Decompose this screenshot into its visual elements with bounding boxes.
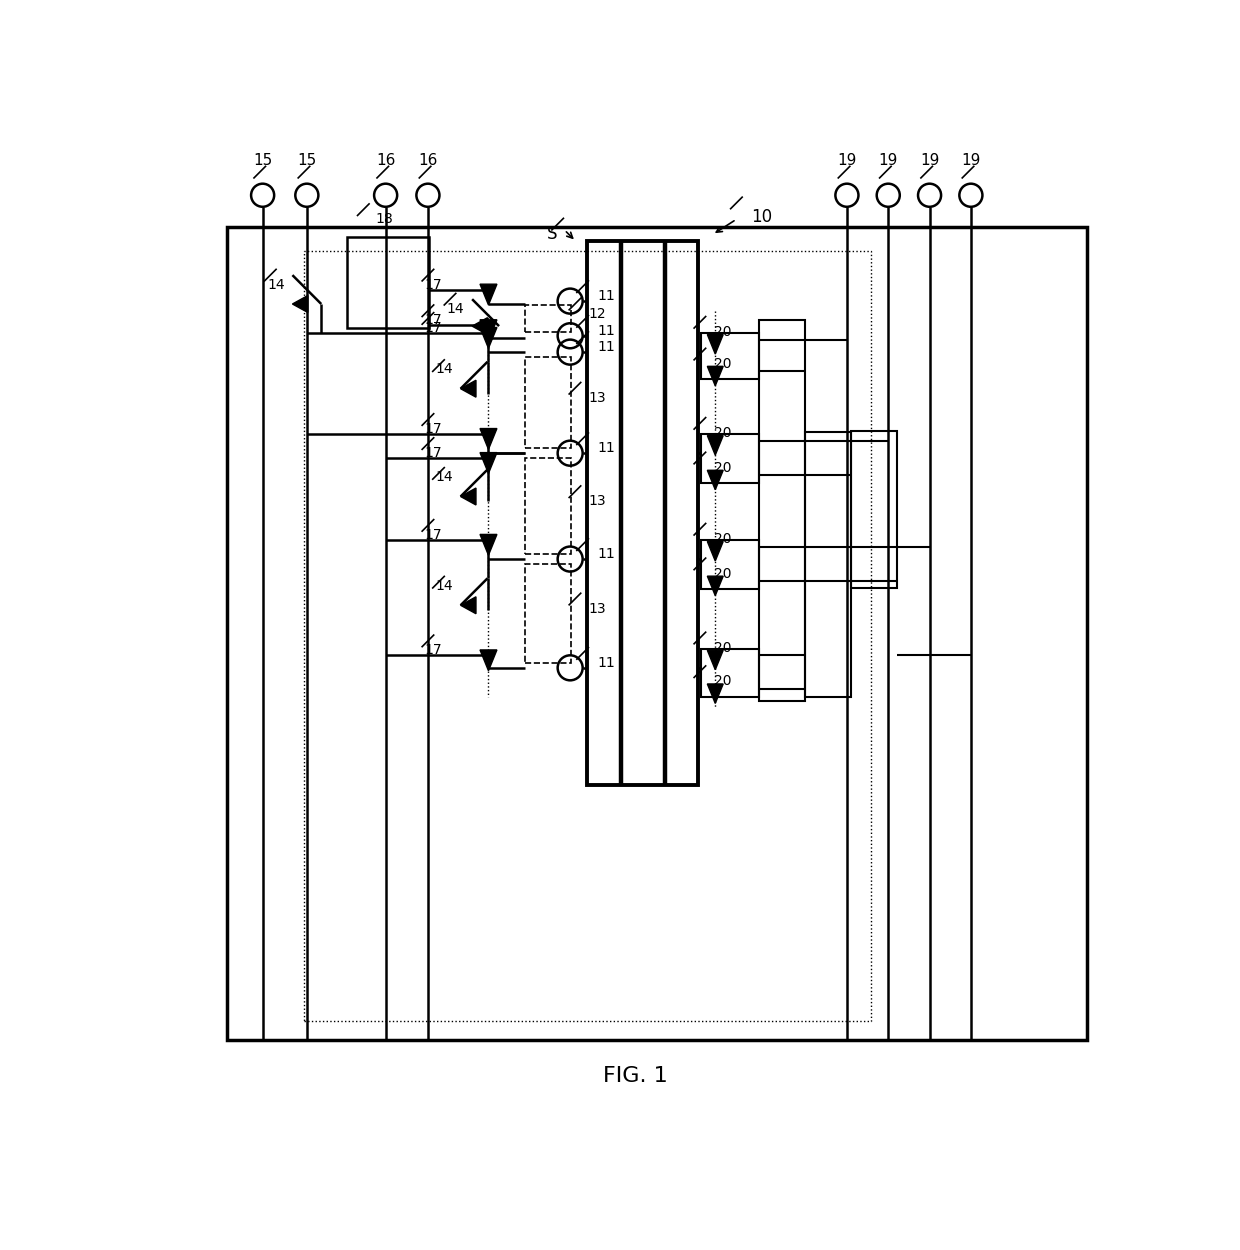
Text: 19: 19 [837, 152, 857, 168]
Text: 20: 20 [714, 356, 732, 371]
Polygon shape [707, 335, 723, 354]
Text: 17: 17 [425, 321, 443, 335]
Bar [701, 332, 759, 379]
Polygon shape [707, 470, 723, 490]
Bar [701, 540, 759, 589]
Text: 17: 17 [425, 422, 443, 436]
Bar [304, 251, 870, 1021]
Polygon shape [480, 429, 497, 449]
Text: 15: 15 [253, 152, 273, 168]
Text: 20: 20 [714, 531, 732, 546]
Polygon shape [480, 320, 497, 340]
Polygon shape [707, 366, 723, 386]
Text: 20: 20 [714, 566, 732, 580]
Polygon shape [707, 650, 723, 670]
Bar [701, 434, 759, 482]
Text: 20: 20 [714, 426, 732, 440]
Text: 16: 16 [376, 152, 396, 168]
Polygon shape [707, 541, 723, 561]
Text: 11: 11 [596, 289, 615, 304]
Text: 14: 14 [435, 362, 453, 376]
Text: 13: 13 [589, 391, 606, 405]
Text: 17: 17 [425, 644, 443, 658]
Text: 11: 11 [596, 548, 615, 561]
Bar [525, 357, 572, 449]
Polygon shape [707, 576, 723, 596]
Text: 14: 14 [446, 301, 465, 316]
Text: 17: 17 [425, 528, 443, 542]
Bar [805, 432, 851, 696]
Bar [851, 431, 897, 588]
Text: 15: 15 [298, 152, 316, 168]
Text: 17: 17 [425, 314, 443, 328]
Text: 14: 14 [267, 278, 285, 291]
Text: FIG. 1: FIG. 1 [603, 1066, 668, 1086]
Text: 18: 18 [376, 213, 393, 226]
Text: 10: 10 [751, 209, 773, 226]
Text: 19: 19 [920, 152, 939, 168]
Text: 16: 16 [418, 152, 438, 168]
Text: 14: 14 [435, 470, 453, 484]
Text: S: S [547, 225, 558, 242]
Bar [525, 305, 572, 332]
Polygon shape [480, 535, 497, 555]
Text: 11: 11 [596, 324, 615, 338]
Polygon shape [460, 380, 476, 398]
Text: 11: 11 [596, 656, 615, 670]
Polygon shape [460, 596, 476, 614]
Text: 20: 20 [714, 674, 732, 689]
Bar [525, 564, 572, 662]
Bar [227, 228, 1087, 1040]
Text: 13: 13 [589, 494, 606, 509]
Polygon shape [707, 435, 723, 455]
Text: 20: 20 [714, 325, 732, 339]
Polygon shape [472, 318, 487, 335]
Text: 11: 11 [596, 441, 615, 455]
Bar [701, 649, 759, 696]
Text: 20: 20 [714, 460, 732, 475]
Polygon shape [707, 684, 723, 704]
Bar [347, 236, 429, 328]
Text: 19: 19 [879, 152, 898, 168]
Text: 17: 17 [425, 446, 443, 460]
Bar [759, 320, 805, 700]
Polygon shape [480, 284, 497, 305]
Text: 11: 11 [596, 340, 615, 354]
Polygon shape [460, 488, 476, 505]
Text: 13: 13 [589, 601, 606, 616]
Polygon shape [480, 650, 497, 671]
Text: 19: 19 [961, 152, 981, 168]
Text: 17: 17 [425, 278, 443, 291]
Text: 12: 12 [589, 306, 606, 320]
Bar [525, 458, 572, 554]
Bar [588, 241, 698, 785]
Polygon shape [293, 295, 308, 312]
Text: 20: 20 [714, 640, 732, 655]
Polygon shape [480, 452, 497, 474]
Polygon shape [480, 328, 497, 349]
Text: 14: 14 [435, 579, 453, 592]
